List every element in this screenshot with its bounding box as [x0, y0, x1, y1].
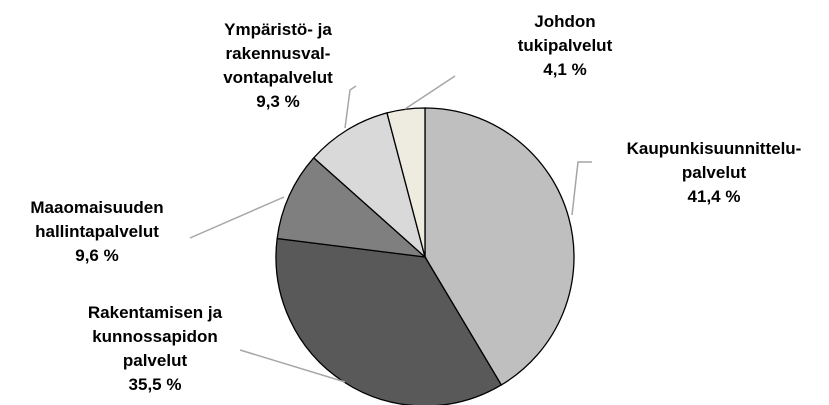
category-label: Kaupunkisuunnittelu- palvelut [626, 139, 802, 182]
leader-line [239, 349, 346, 383]
category-label: Maaomaisuuden hallintapalvelut [30, 198, 164, 241]
value-label: 41,4 % [687, 187, 741, 206]
pie-slice [276, 156, 427, 258]
pie-slice [312, 112, 427, 259]
pie-slice [424, 107, 575, 386]
value-label: 35,5 % [128, 375, 182, 394]
slice-label: Kaupunkisuunnittelu- palvelut 41,4 % [627, 137, 802, 209]
leader-line [344, 85, 357, 129]
slice-label: Rakentamisen ja kunnossapidon palvelut 35… [88, 301, 222, 397]
slice-label: Maaomaisuuden hallintapalvelut 9,6 % [30, 196, 163, 268]
leader-line [404, 75, 456, 110]
slice-label: Ympäristö- ja rakennusval- vontapalvelut… [223, 18, 333, 114]
category-label: Ympäristö- ja rakennusval- vontapalvelut [223, 20, 333, 87]
value-label: 9,6 % [75, 246, 119, 265]
slice-label: Johdon tukipalvelut 4,1 % [518, 10, 612, 82]
leader-line [189, 196, 285, 239]
category-label: Johdon tukipalvelut [517, 12, 613, 55]
leader-line [571, 161, 592, 216]
category-label: Rakentamisen ja kunnossapidon palvelut [87, 303, 223, 370]
value-label: 4,1 % [543, 60, 587, 79]
value-label: 9,3 % [256, 92, 300, 111]
